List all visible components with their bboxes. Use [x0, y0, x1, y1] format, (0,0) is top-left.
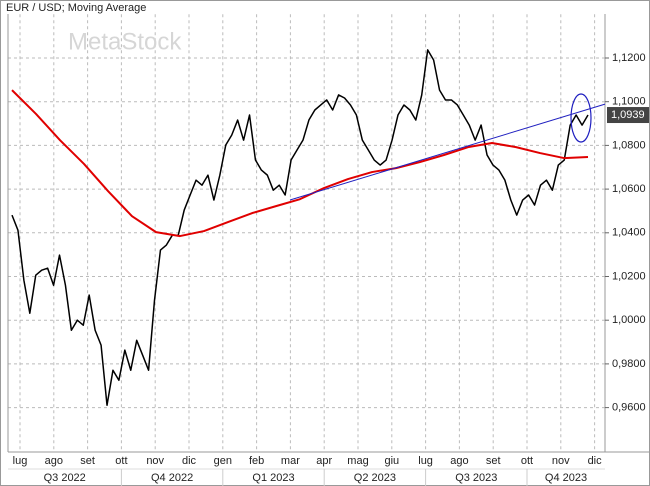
quarter-label: Q2 2023	[354, 472, 396, 484]
highlight-ellipse	[570, 93, 592, 143]
chart-title: EUR / USD; Moving Average	[6, 2, 146, 14]
y-tick-label: 0,9800	[612, 358, 646, 370]
x-tick-label: nov	[552, 455, 570, 467]
x-tick-label: set	[486, 455, 501, 467]
y-tick-label: 1,0400	[612, 227, 646, 239]
y-tick-label: 1,0800	[612, 139, 646, 151]
x-tick-label: gen	[214, 455, 232, 467]
y-tick-label: 1,0600	[612, 183, 646, 195]
y-tick-label: 1,0000	[612, 314, 646, 326]
x-tick-label: dic	[182, 455, 197, 467]
x-tick-label: giu	[384, 455, 399, 467]
watermark: MetaStock	[68, 28, 182, 55]
quarter-label: Q3 2023	[455, 472, 497, 484]
y-tick-label: 1,0200	[612, 270, 646, 282]
grid	[8, 14, 605, 452]
last-value-label: 1,0939	[611, 109, 645, 121]
x-tick-label: feb	[249, 455, 264, 467]
x-tick-label: ago	[45, 455, 63, 467]
x-tick-label: mag	[347, 455, 368, 467]
y-tick-label: 1,1000	[612, 96, 646, 108]
quarter-label: Q4 2023	[545, 472, 587, 484]
x-tick-label: set	[80, 455, 95, 467]
quarter-label: Q1 2023	[252, 472, 294, 484]
y-tick-label: 0,9600	[612, 402, 646, 414]
last-value-box	[607, 107, 649, 124]
y-tick-label: 1,1200	[612, 52, 646, 64]
quarter-label: Q3 2022	[44, 472, 86, 484]
x-tick-label: lug	[13, 455, 28, 467]
x-tick-label: ott	[521, 455, 533, 467]
x-tick-label: ago	[450, 455, 468, 467]
moving-average-line	[11, 89, 589, 238]
x-tick-label: lug	[418, 455, 433, 467]
price-line	[11, 49, 589, 406]
x-tick-label: mar	[281, 455, 300, 467]
quarter-label: Q4 2022	[151, 472, 193, 484]
trendline	[289, 103, 606, 201]
x-tick-label: nov	[146, 455, 164, 467]
x-tick-label: apr	[316, 455, 332, 467]
x-tick-label: ott	[115, 455, 127, 467]
x-tick-label: dic	[588, 455, 603, 467]
